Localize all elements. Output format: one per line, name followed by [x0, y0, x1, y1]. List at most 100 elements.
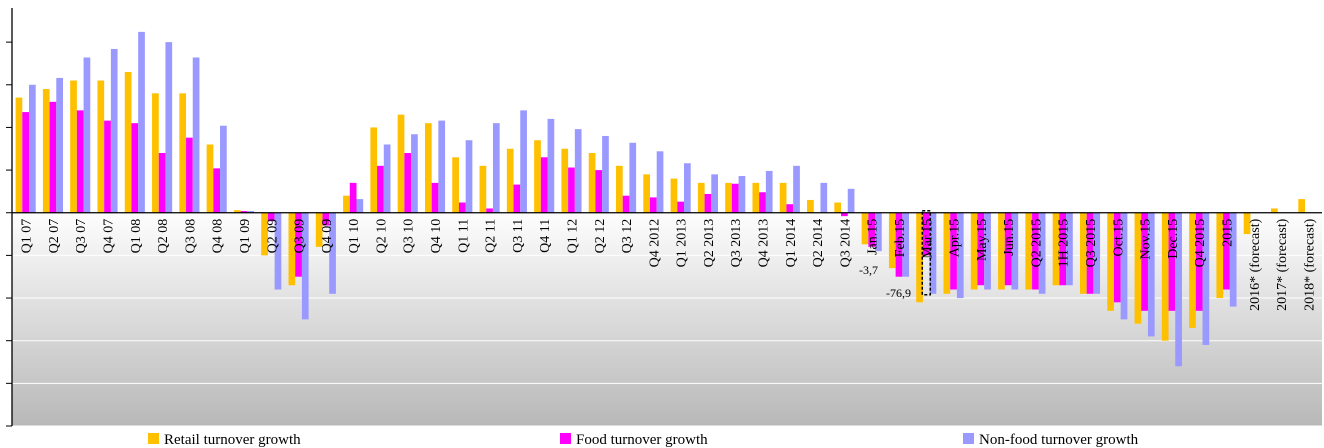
legend-label-food: Food turnover growth [576, 432, 708, 448]
category-label: Q3 10 [402, 219, 417, 254]
bar-retail [179, 93, 187, 213]
legend: Retail turnover growth Food turnover gro… [148, 432, 1139, 448]
category-label: Q4 09 [320, 219, 335, 254]
bar-food [1195, 212, 1203, 311]
bar-retail [697, 182, 705, 213]
bar-food [922, 212, 930, 256]
bar-retail [370, 127, 378, 213]
bar-food [650, 197, 657, 213]
bar-nonfood [110, 48, 118, 213]
bar-retail [998, 212, 1005, 290]
category-label: Q2 07 [47, 219, 62, 254]
highlight-marker [921, 209, 932, 296]
bar-food [540, 157, 548, 213]
bar-food [295, 212, 302, 277]
bar-nonfood [1093, 212, 1101, 294]
bar-food [1168, 212, 1176, 311]
bar-nonfood [902, 212, 910, 277]
bar-food [158, 153, 166, 213]
bar-nonfood [28, 84, 36, 213]
bar-nonfood [165, 42, 173, 213]
category-label: Mar.15 [920, 219, 935, 259]
bar-food [759, 192, 766, 213]
category-label: Q1 11 [456, 219, 471, 253]
bar-food [377, 165, 384, 213]
bar-retail [1161, 212, 1169, 341]
bar-food [704, 193, 712, 213]
bar-food [595, 170, 603, 213]
bar-retail [970, 212, 978, 290]
category-label: Q2 2014 [811, 219, 826, 268]
bar-nonfood [1120, 212, 1128, 320]
category-label: Q3 2013 [729, 219, 744, 268]
bar-retail [888, 212, 896, 269]
bar-food [322, 212, 330, 226]
category-label: 2016* (forecast) [1248, 218, 1263, 310]
bar-retail [1052, 212, 1060, 286]
bar-nonfood [1066, 212, 1073, 286]
category-label: Q4 2015 [1193, 219, 1208, 268]
category-label: Q4 2013 [757, 219, 772, 268]
bar-nonfood [738, 176, 746, 213]
bar-retail [206, 144, 214, 213]
category-label: Dec.15 [1166, 219, 1181, 259]
bar-food [977, 212, 985, 286]
category-label: 2017* (forecast) [1275, 218, 1290, 310]
bar-nonfood [984, 212, 991, 290]
bar-retail [534, 140, 541, 213]
bar-retail [42, 89, 50, 213]
bar-nonfood [656, 151, 664, 213]
bar-retail [807, 199, 814, 213]
bar-food [622, 195, 630, 213]
bars-group [15, 31, 1306, 367]
bar-retail [479, 165, 487, 213]
bar-food [458, 202, 466, 213]
bar-retail [1025, 212, 1033, 290]
bar-food [76, 110, 84, 213]
bar-food [1086, 212, 1094, 294]
category-label: Q2 09 [265, 219, 280, 254]
bar-food [1004, 212, 1012, 286]
bar-food [104, 120, 111, 213]
category-label: Q4 2012 [647, 219, 662, 268]
bar-retail [670, 178, 678, 213]
bar-food [431, 182, 439, 213]
bar-food [240, 211, 248, 213]
category-label: Q3 09 [293, 219, 308, 254]
category-label: 2015 [1220, 219, 1235, 247]
bar-nonfood [520, 110, 527, 213]
bar-nonfood [192, 57, 200, 213]
bar-nonfood [83, 57, 91, 213]
category-label: Feb.15 [893, 219, 908, 257]
bar-nonfood [820, 182, 828, 213]
bar-retail [261, 212, 268, 256]
category-label: Q3 08 [183, 219, 198, 254]
data-label-jan: -3,7 [859, 263, 878, 277]
category-label: Q3 2014 [838, 219, 853, 268]
bar-retail [1079, 212, 1087, 294]
bar-food [49, 101, 57, 213]
category-label: Nov.15 [1139, 219, 1154, 260]
bar-retail [452, 157, 459, 213]
bar-nonfood [629, 142, 637, 213]
category-label: Q4 08 [211, 219, 226, 254]
bar-food [486, 208, 493, 213]
bar-food [677, 201, 684, 213]
bar-nonfood [138, 31, 145, 213]
data-label-mar: -76,9 [886, 286, 911, 300]
legend-item-retail: Retail turnover growth [148, 432, 301, 448]
bar-nonfood [765, 170, 773, 213]
bar-retail [616, 165, 623, 213]
category-label: Q2 2013 [702, 219, 717, 268]
legend-label-nonfood: Non-food turnover growth [979, 432, 1139, 448]
category-label: Apr.15 [948, 219, 963, 257]
category-label: Q4 07 [102, 219, 117, 254]
plot-area [12, 8, 1322, 426]
category-label: Q4 11 [538, 219, 553, 253]
bar-retail [1107, 212, 1114, 311]
bar-retail [1134, 212, 1142, 324]
bar-nonfood [1202, 212, 1210, 345]
bar-food [1141, 212, 1148, 311]
category-label: Q2 2015 [1029, 219, 1044, 268]
